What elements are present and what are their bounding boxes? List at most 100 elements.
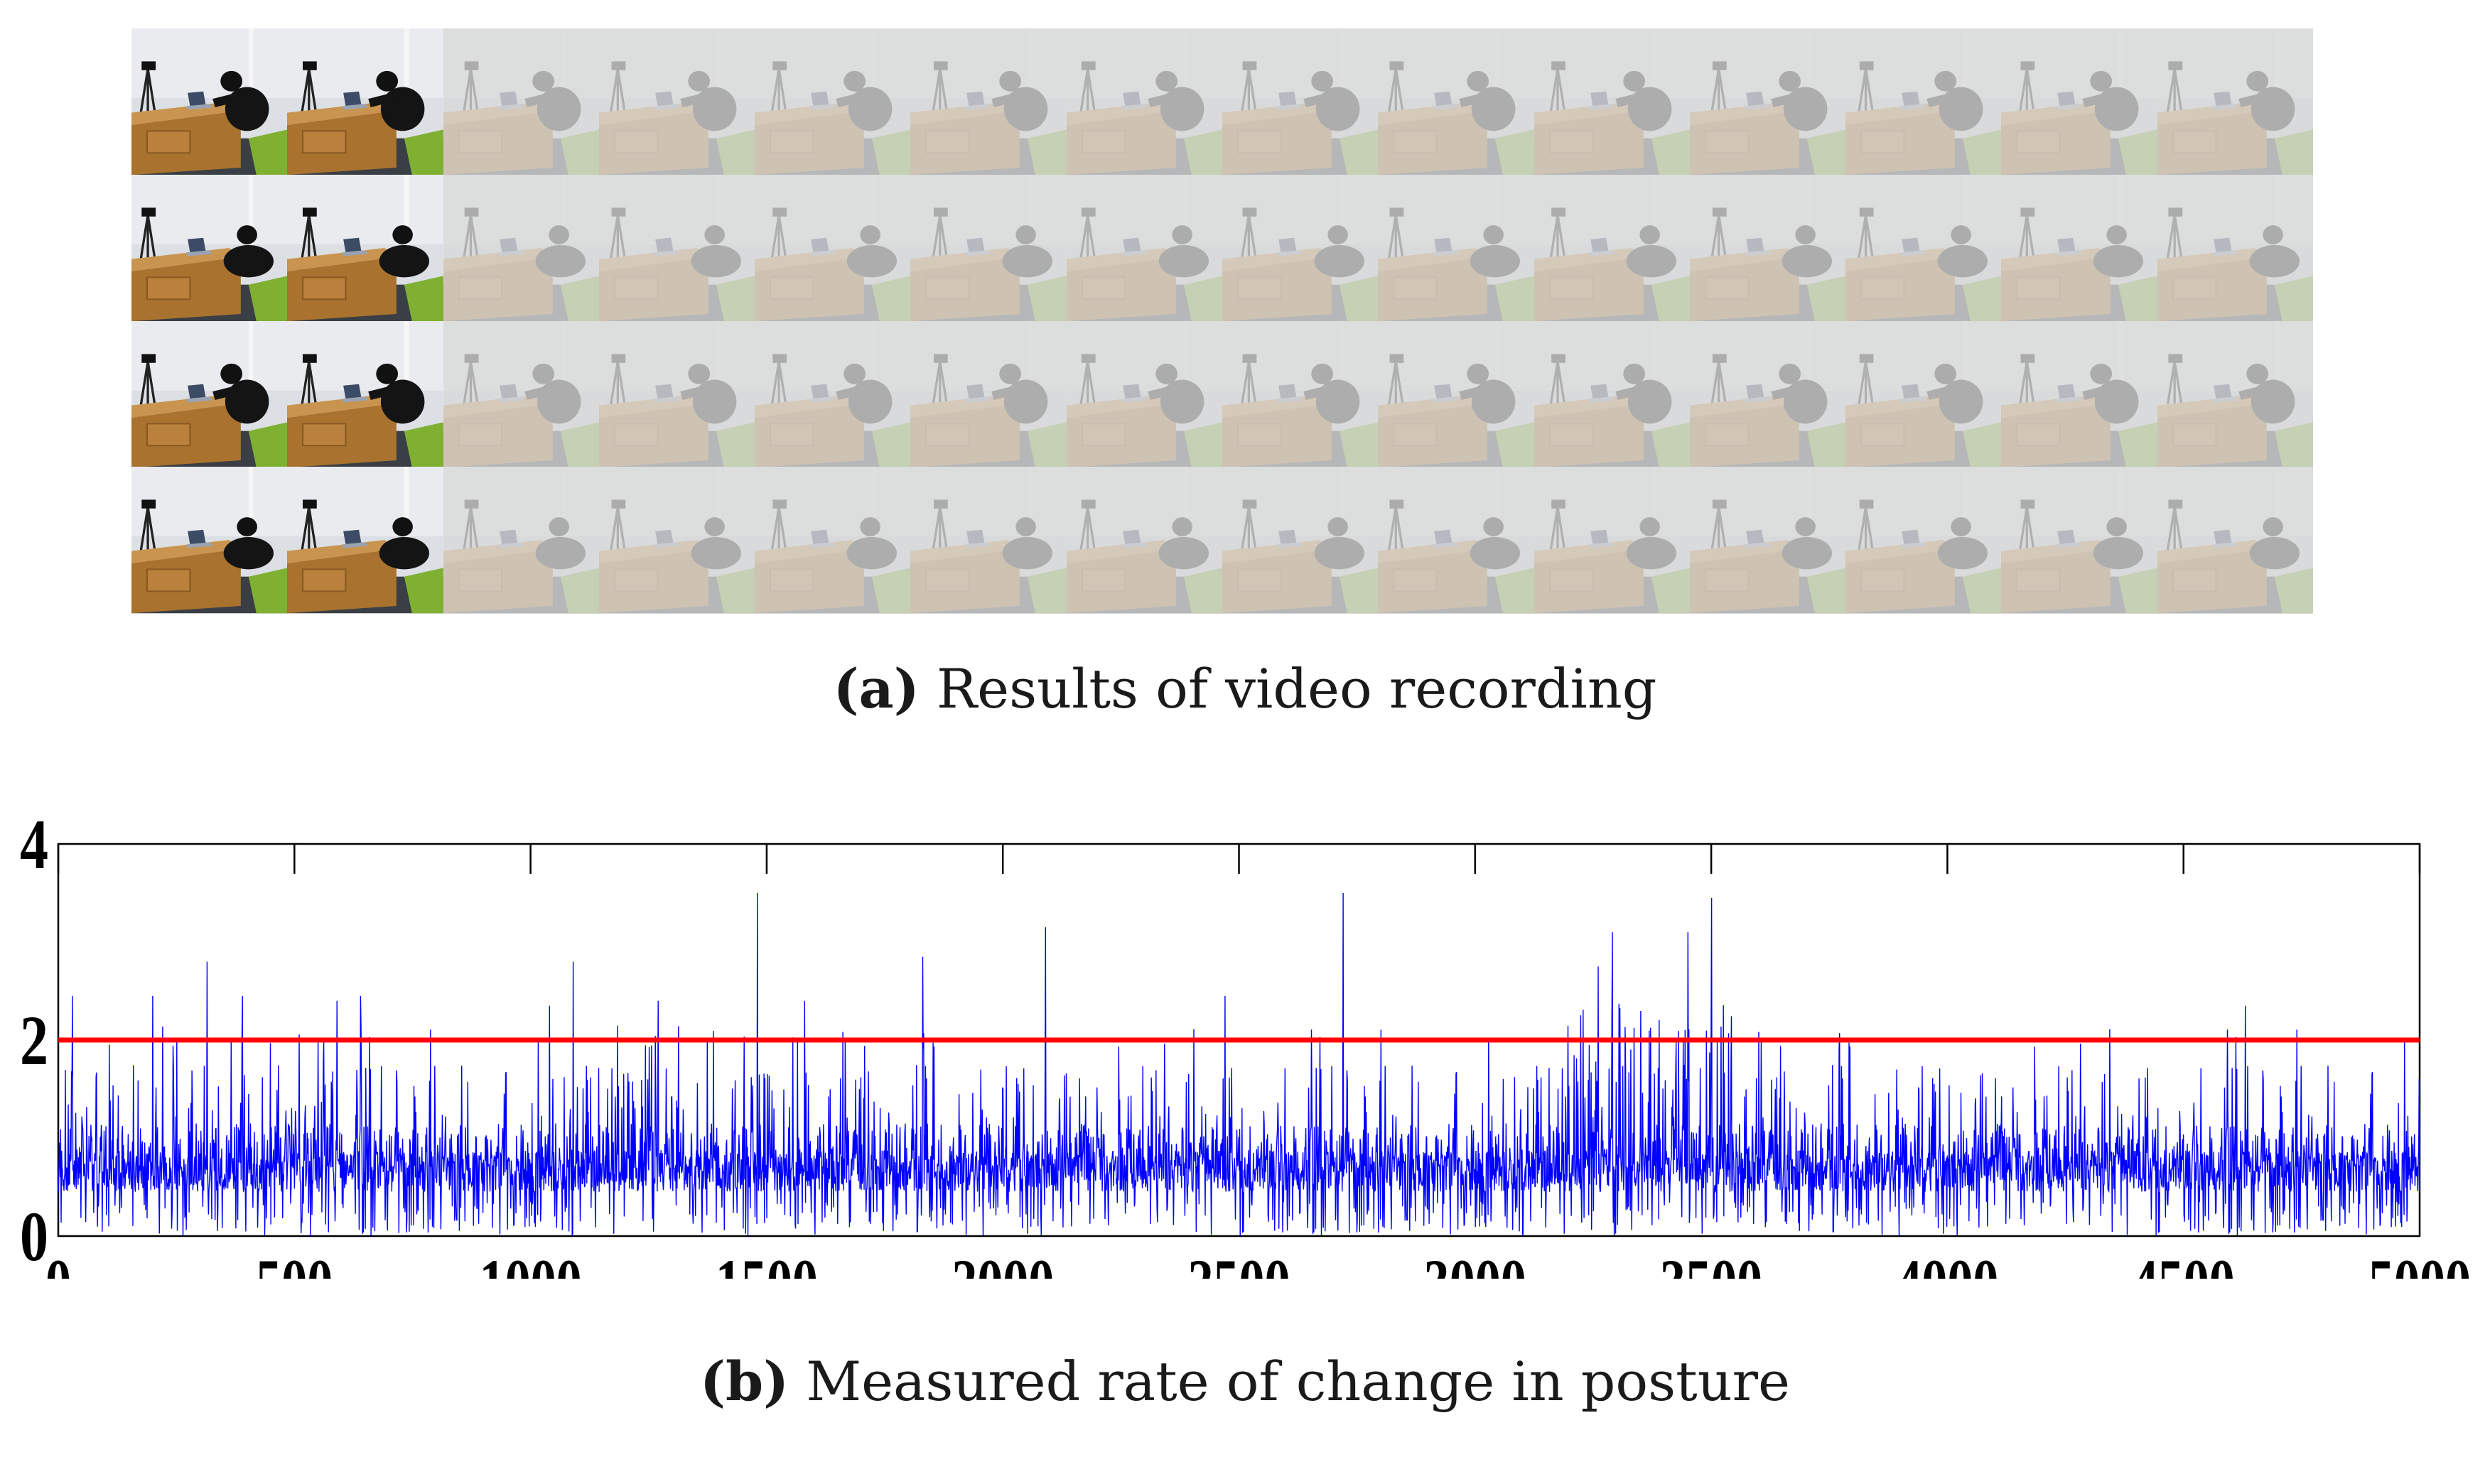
frame-fade-overlay bbox=[1689, 467, 1846, 614]
video-frame bbox=[1066, 28, 1223, 175]
series-posture-rate bbox=[58, 892, 2420, 1237]
frame-fade-overlay bbox=[1689, 320, 1846, 467]
video-frame bbox=[2001, 28, 2158, 175]
video-frame bbox=[287, 320, 444, 467]
video-frame bbox=[1066, 174, 1223, 321]
posture-change-chart: 0 500 1000 1500 2000 2500 3000 3500 4000 4500 5000… bbox=[20, 805, 2471, 1279]
video-frame bbox=[598, 320, 755, 467]
video-frame bbox=[131, 174, 288, 321]
video-frame bbox=[1222, 174, 1379, 321]
video-frame bbox=[131, 28, 288, 175]
video-frame bbox=[1534, 467, 1691, 614]
frame-fade-overlay bbox=[2157, 320, 2314, 467]
x-tick-label: 2000 bbox=[952, 1246, 1054, 1279]
video-frame bbox=[1534, 320, 1691, 467]
caption-b-label: (b) bbox=[700, 1350, 789, 1413]
video-frame bbox=[1066, 320, 1223, 467]
frame-fade-overlay bbox=[443, 320, 600, 467]
video-frame bbox=[287, 174, 444, 321]
frame-fade-overlay bbox=[1066, 467, 1223, 614]
video-frame bbox=[910, 174, 1067, 321]
frame-fade-overlay bbox=[1378, 320, 1535, 467]
y-tick-label: 0 bbox=[20, 1197, 48, 1276]
frame-fade-overlay bbox=[1378, 174, 1535, 321]
video-frame bbox=[131, 320, 288, 467]
frame-fade-overlay bbox=[2001, 174, 2158, 321]
video-frame bbox=[1378, 320, 1535, 467]
frame-fade-overlay bbox=[1845, 174, 2002, 321]
frame-fade-overlay bbox=[1689, 174, 1846, 321]
frame-fade-overlay bbox=[598, 467, 755, 614]
video-frame bbox=[2157, 28, 2314, 175]
video-frame bbox=[755, 320, 911, 467]
frame-fade-overlay bbox=[443, 174, 600, 321]
y-tick-label: 4 bbox=[20, 805, 48, 884]
frame-fade-overlay bbox=[1534, 174, 1691, 321]
video-frame bbox=[755, 28, 911, 175]
frame-fade-overlay bbox=[2001, 320, 2158, 467]
video-frame bbox=[2001, 467, 2158, 614]
frame-fade-overlay bbox=[1534, 467, 1691, 614]
frame-fade-overlay bbox=[598, 174, 755, 321]
x-tick-label: 3500 bbox=[1660, 1246, 1762, 1279]
frame-fade-overlay bbox=[755, 174, 911, 321]
caption-b: (b) Measured rate of change in posture bbox=[0, 1350, 2490, 1413]
frame-fade-overlay bbox=[2157, 28, 2314, 175]
video-frame bbox=[1378, 467, 1535, 614]
video-frame bbox=[755, 467, 911, 614]
frame-fade-overlay bbox=[443, 28, 600, 175]
frame-fade-overlay bbox=[910, 320, 1067, 467]
y-tick-label: 2 bbox=[20, 1001, 48, 1080]
frame-fade-overlay bbox=[598, 320, 755, 467]
video-frame bbox=[2157, 467, 2314, 614]
frame-fade-overlay bbox=[755, 467, 911, 614]
video-frame bbox=[443, 320, 600, 467]
frame-fade-overlay bbox=[2001, 467, 2158, 614]
video-frame bbox=[287, 28, 444, 175]
video-frame bbox=[1845, 467, 2002, 614]
video-frame bbox=[443, 467, 600, 614]
video-frame bbox=[1689, 28, 1846, 175]
video-frame bbox=[1534, 174, 1691, 321]
frame-fade-overlay bbox=[1845, 467, 2002, 614]
caption-a-label: (a) bbox=[833, 657, 920, 720]
frame-fade-overlay bbox=[1534, 320, 1691, 467]
video-frame bbox=[910, 467, 1067, 614]
video-frame bbox=[1378, 28, 1535, 175]
video-frame bbox=[1689, 174, 1846, 321]
frame-fade-overlay bbox=[1845, 28, 2002, 175]
frame-fade-overlay bbox=[1534, 28, 1691, 175]
video-frame bbox=[910, 28, 1067, 175]
video-frame bbox=[131, 467, 288, 614]
frame-fade-overlay bbox=[1222, 467, 1379, 614]
video-frame bbox=[2157, 174, 2314, 321]
video-frame bbox=[1845, 320, 2002, 467]
video-frame-grid bbox=[131, 28, 2314, 614]
x-tick-label: 1500 bbox=[716, 1246, 818, 1279]
frame-fade-overlay bbox=[910, 467, 1067, 614]
video-frame bbox=[755, 174, 911, 321]
frame-fade-overlay bbox=[2157, 174, 2314, 321]
video-frame bbox=[2157, 320, 2314, 467]
video-frame bbox=[443, 28, 600, 175]
frame-fade-overlay bbox=[1066, 28, 1223, 175]
video-frame bbox=[1534, 28, 1691, 175]
video-frame bbox=[1845, 174, 2002, 321]
caption-a: (a) Results of video recording bbox=[0, 657, 2490, 720]
frame-fade-overlay bbox=[910, 28, 1067, 175]
x-tick-label: 1000 bbox=[480, 1246, 582, 1279]
video-frame bbox=[598, 174, 755, 321]
video-frame bbox=[1066, 467, 1223, 614]
frame-fade-overlay bbox=[598, 28, 755, 175]
frame-fade-overlay bbox=[1222, 174, 1379, 321]
video-frame bbox=[443, 174, 600, 321]
frame-fade-overlay bbox=[1845, 320, 2002, 467]
frame-fade-overlay bbox=[1066, 174, 1223, 321]
x-tick-label: 2500 bbox=[1188, 1246, 1290, 1279]
video-frame bbox=[910, 320, 1067, 467]
video-frame bbox=[1689, 467, 1846, 614]
video-frame bbox=[287, 467, 444, 614]
video-frame bbox=[1845, 28, 2002, 175]
frame-fade-overlay bbox=[1222, 320, 1379, 467]
frame-fade-overlay bbox=[1066, 320, 1223, 467]
